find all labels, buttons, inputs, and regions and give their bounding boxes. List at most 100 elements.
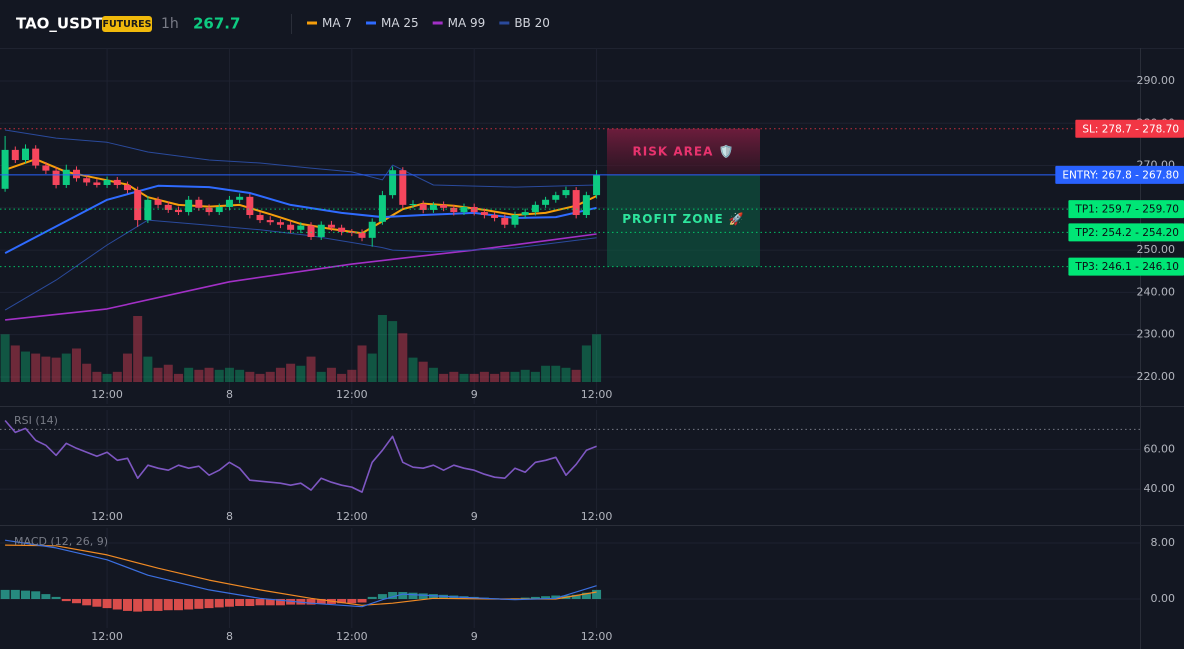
y-tick-label: 230.00 [1137,328,1176,341]
volume-bar [173,373,183,382]
futures-badge [102,16,152,32]
volume-bar [541,365,551,382]
candle-body [440,204,448,208]
candle-body [205,207,213,213]
interval: 1h [161,16,179,32]
volume-bar [439,373,449,382]
macd-histogram-bar [388,592,398,600]
macd-histogram-bar [367,596,377,600]
x-tick-label: 8 [226,510,233,523]
volume-bar [255,373,265,382]
volume-bar [337,373,347,382]
macd-histogram-bar [265,599,275,606]
volume-bar [214,369,224,382]
band-upper [5,129,597,188]
x-tick-label: 12:00 [581,388,613,401]
candle-body [409,204,417,206]
macd-histogram-bar [398,592,408,600]
candle-body [531,204,539,213]
x-tick-label: 12:00 [336,388,368,401]
volume-bar [490,373,500,382]
macd-histogram-bar [143,599,153,611]
level-badge [1075,119,1184,138]
candle-body [113,179,121,185]
candle-body [470,206,478,213]
candle-body [236,196,244,200]
candle-body [11,149,19,161]
volume-bar [82,363,92,382]
volume-bar [469,373,479,382]
volume-bar [581,345,591,382]
candle-body [419,204,427,210]
candle-body [378,195,386,222]
candle-body [399,170,407,205]
volume-bar [92,371,102,382]
y-tick-label: 250.00 [1137,243,1176,256]
level-badge-label: TP1: 259.7 - 259.70 [1074,204,1179,216]
volume-bar [571,369,581,382]
legend-label: MA 7 [322,16,352,30]
macd-histogram-bar [194,599,204,609]
macd-histogram-bar [153,599,163,611]
volume-bar [500,371,510,382]
last-price: 267.7 [193,15,240,33]
zone-label: RISK AREA 🛡️ [633,144,735,158]
candle-body [154,199,162,205]
y-tick-label: 40.00 [1144,482,1176,495]
volume-bar [102,373,112,382]
volume-bar [61,353,71,382]
candle-body [572,190,580,216]
x-tick-label: 12:00 [91,630,123,643]
candle-body [144,199,152,221]
legend-label: BB 20 [514,16,550,30]
candle-body [511,215,519,225]
x-tick-label: 12:00 [336,510,368,523]
symbol: TAO_USDT [16,15,103,33]
rsi-line [4,419,597,493]
indicator-layer [4,129,598,608]
zone-layer [607,128,760,267]
candle-body [317,224,325,237]
candle-body [225,199,233,207]
macd-histogram-bar [520,597,530,600]
volume-bar [306,356,316,382]
label-layer: 12:00 8 12:00 9 12:00 220.00 230.00 240.00 250.0… [91,74,1184,643]
macd-histogram-bar [408,592,418,600]
volume-bar [551,365,561,382]
candle-body [83,178,91,183]
level-layer [0,128,1140,268]
level-badge-label: TP3: 246.1 - 246.10 [1074,261,1179,273]
volume-bar [377,315,387,382]
x-tick-label: 12:00 [336,630,368,643]
candle-body [123,184,131,191]
volume-bar [408,357,418,382]
candle-body [256,215,264,221]
y-tick-label: 60.00 [1144,442,1176,455]
ma-line [4,158,598,235]
volume-bar [347,369,357,382]
volume-bar [245,371,255,382]
y-tick-label: 220.00 [1137,370,1176,383]
volume-bar [510,371,520,382]
macd-histogram-bar [41,594,51,600]
macd-histogram-bar [184,599,194,610]
volume-bar [449,371,459,382]
volume-bar [265,371,275,382]
macd-histogram-bar [418,593,428,600]
candle-body [52,170,60,185]
volume-bar [561,367,571,382]
volume-bar [459,373,469,382]
volume-bar [163,364,173,382]
macd-histogram-bar [551,595,561,600]
volume-bar [286,363,296,382]
volume-bar [418,361,428,382]
x-tick-label: 8 [226,388,233,401]
candle-body [358,232,366,238]
macd-histogram-bar [102,599,112,609]
candle-body [450,207,458,213]
candle-body [542,199,550,205]
candle-body [582,195,590,216]
candle-body [185,199,193,213]
candle-body [307,225,315,237]
macd-histogram-bar [357,599,367,603]
